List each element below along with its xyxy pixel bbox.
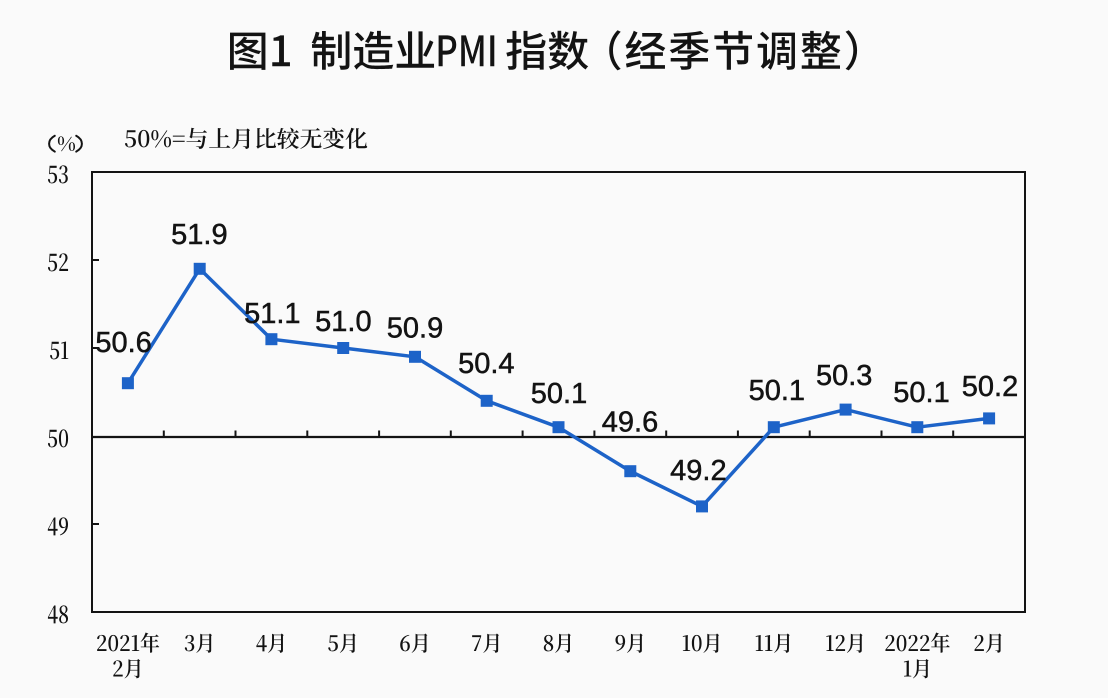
svg-text:49.2: 49.2 [670, 455, 726, 487]
svg-text:50.1: 50.1 [749, 375, 805, 407]
svg-text:50.2: 50.2 [962, 371, 1018, 403]
svg-text:50.1: 50.1 [893, 377, 949, 409]
svg-text:50.1: 50.1 [531, 378, 587, 410]
svg-text:50.3: 50.3 [816, 360, 872, 392]
svg-text:51.1: 51.1 [244, 298, 300, 330]
svg-text:50.6: 50.6 [95, 327, 151, 359]
svg-text:49.6: 49.6 [602, 407, 658, 439]
svg-text:51.9: 51.9 [171, 219, 227, 251]
svg-text:50.4: 50.4 [458, 348, 514, 380]
svg-text:50.9: 50.9 [387, 313, 443, 345]
svg-text:51.0: 51.0 [315, 306, 371, 338]
